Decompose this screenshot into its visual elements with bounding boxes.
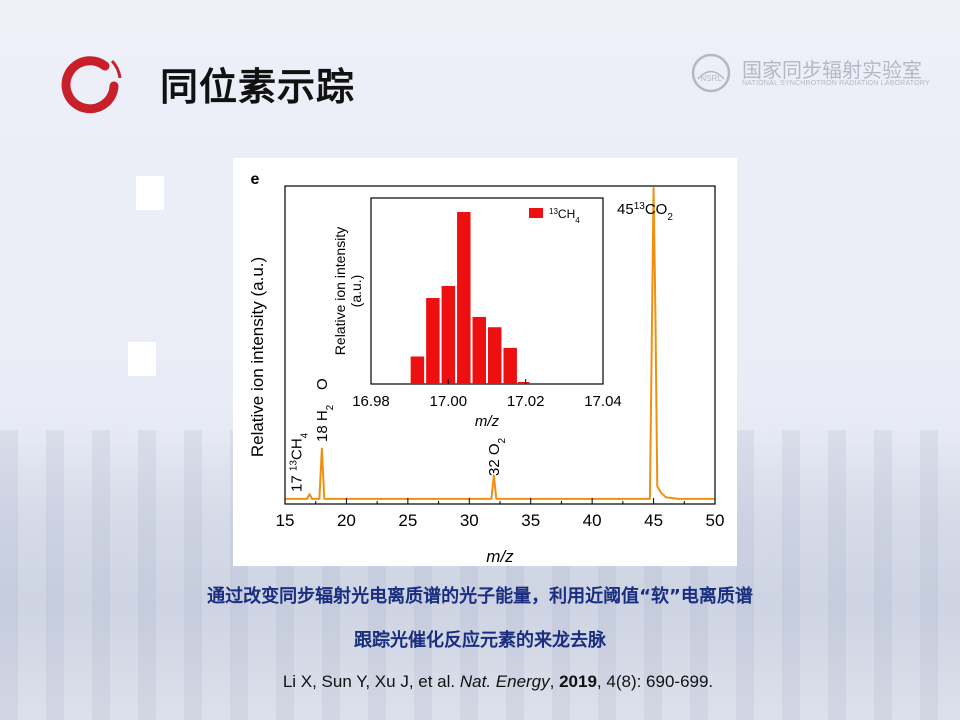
inset-y-axis-label: Relative ion intensity bbox=[332, 227, 348, 355]
annotation-co2: 4513CO2 bbox=[617, 201, 673, 223]
inset-bar bbox=[457, 212, 471, 384]
x-tick-label: 25 bbox=[398, 511, 417, 530]
reference-comma: , bbox=[549, 672, 560, 691]
annotation-h2o-o: O bbox=[314, 378, 331, 390]
reference: Li X, Sun Y, Xu J, et al. Nat. Energy, 2… bbox=[0, 672, 960, 692]
reference-authors: Li X, Sun Y, Xu J, et al. bbox=[282, 672, 456, 691]
inset-x-tick-label: 17.00 bbox=[430, 393, 468, 410]
annotation-ch4: 17 13CH4 bbox=[288, 432, 310, 492]
logo-icon bbox=[61, 56, 122, 114]
inset-bar bbox=[503, 347, 517, 384]
deco-square bbox=[136, 176, 164, 210]
x-tick-label: 15 bbox=[276, 511, 295, 530]
x-tick-label: 50 bbox=[706, 511, 725, 530]
inset-x-tick-label: 16.98 bbox=[352, 393, 390, 410]
inset-frame bbox=[370, 197, 604, 385]
reference-year: 2019 bbox=[559, 672, 597, 691]
inset-bar bbox=[426, 298, 440, 384]
inset-bar bbox=[441, 285, 456, 384]
x-tick-label: 35 bbox=[521, 511, 540, 530]
page-title: 同位素示踪 bbox=[160, 65, 356, 109]
x-tick-label: 40 bbox=[583, 511, 602, 530]
caption-line-1: 通过改变同步辐射光电离质谱的光子能量，利用近阈值“软”电离质谱 bbox=[207, 586, 753, 607]
x-tick-label: 20 bbox=[337, 511, 356, 530]
nsrl-emblem-icon: NSRL bbox=[691, 53, 731, 93]
inset-x-tick-label: 17.04 bbox=[584, 393, 622, 410]
inset-bar bbox=[488, 327, 502, 384]
panel-label: e bbox=[251, 171, 260, 188]
y-axis-label: Relative ion intensity (a.u.) bbox=[248, 257, 267, 457]
lab-name-cn: 国家同步辐射实验室 bbox=[742, 58, 922, 82]
inset-x-axis-label: m/z bbox=[475, 413, 500, 430]
inset-y-axis-unit: (a.u.) bbox=[348, 275, 364, 308]
reference-journal: Nat. Energy bbox=[459, 672, 550, 691]
inset-x-tick-label: 17.02 bbox=[507, 393, 545, 410]
spectrum-line bbox=[285, 187, 715, 500]
inset-bar bbox=[410, 356, 425, 384]
caption-line-2: 跟踪光催化反应元素的来龙去脉 bbox=[354, 630, 606, 651]
lab-logo: NSRL 国家同步辐射实验室 NATIONAL SYNCHROTRON RADI… bbox=[690, 52, 940, 96]
inset-legend-label: 13CH4 bbox=[549, 207, 580, 225]
inset-bar bbox=[472, 316, 486, 384]
inset-legend-swatch bbox=[529, 208, 543, 218]
lab-name-en: NATIONAL SYNCHROTRON RADIATION LABORATOR… bbox=[742, 80, 930, 87]
lab-badge-text: NSRL bbox=[700, 74, 722, 83]
x-axis-label: m/z bbox=[486, 547, 514, 566]
reference-volume: , 4(8): 690-699. bbox=[596, 672, 714, 691]
annotation-o2: 32 O2 bbox=[486, 437, 508, 476]
figure-panel: 15 20 25 30 35 40 45 50 m/z Relative ion intensit… bbox=[233, 158, 737, 566]
mass-spectrum-chart: 15 20 25 30 35 40 45 50 m/z Relative ion intensit… bbox=[248, 171, 725, 566]
x-tick-label: 45 bbox=[644, 511, 663, 530]
deco-square bbox=[128, 342, 156, 376]
annotation-h2o: 18 H2 bbox=[314, 404, 336, 442]
x-tick-label: 30 bbox=[460, 511, 479, 530]
